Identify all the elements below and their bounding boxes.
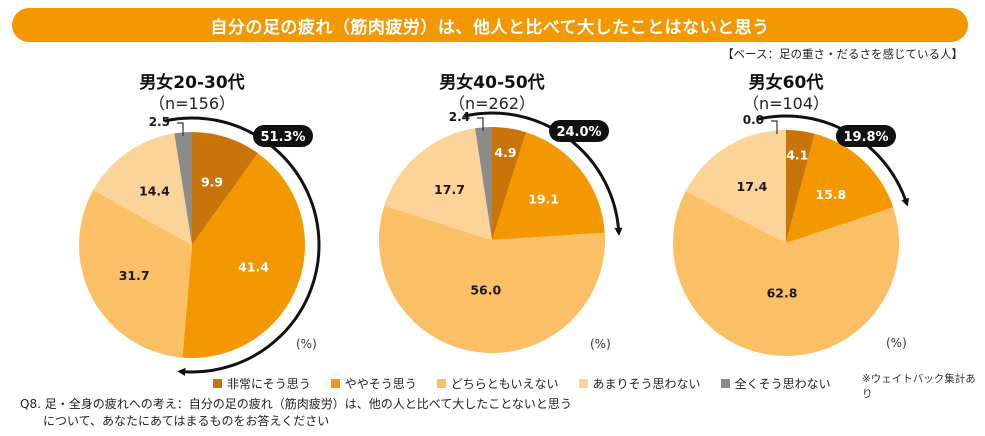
highlight-total: 19.8%: [843, 130, 888, 145]
pie-slice: [182, 153, 305, 359]
slice-label: 15.8: [815, 187, 846, 202]
pie-slice: [378, 205, 605, 354]
pie-title-2: 男女40-50代: [439, 73, 545, 93]
slice-label: 17.4: [737, 179, 768, 194]
legend: 非常にそう思う ややそう思う どちらともいえない あまりそう思わない 全くそう思…: [213, 375, 831, 392]
highlight-badge: [253, 125, 313, 147]
pie-title-1: 男女20-30代: [139, 73, 245, 93]
pie-slice: [192, 132, 258, 245]
legend-item: あまりそう思わない: [578, 375, 701, 392]
unit-label-2: (%): [590, 337, 611, 351]
legend-label: あまりそう思わない: [592, 377, 701, 391]
base-note: 【ベース：足の重さ・だるさを感じている人】: [722, 47, 963, 61]
pie-slice: [492, 127, 527, 240]
pie-slice: [786, 133, 894, 243]
pie-slice: [673, 190, 899, 357]
pie-3: 4.1 15.8 62.8 17.4 0.0 19.8%: [673, 113, 910, 357]
leader-line: [771, 120, 778, 134]
weight-note: ※ウェイトバック集計あり: [862, 373, 976, 400]
slice-label: 0.0: [743, 113, 764, 127]
highlight-arrow: [163, 116, 321, 376]
slice-label: 19.1: [528, 192, 559, 207]
question-line-2: について、あなたにあてはまるものをお答えください: [43, 414, 330, 428]
chart-title-banner: 自分の足の疲れ（筋肉疲労）は、他人と比べて大したことはないと思う: [12, 8, 968, 42]
legend-swatch: [720, 379, 730, 388]
pie-slice: [786, 130, 815, 243]
highlight-badge: [549, 120, 609, 142]
slice-label: 4.1: [786, 148, 808, 163]
legend-label: 非常にそう思う: [227, 377, 311, 391]
legend-swatch: [330, 379, 340, 388]
pie-n-2: （n=262）: [448, 94, 536, 113]
slice-label: 2.5: [149, 115, 170, 129]
pie-title-3: 男女60代: [748, 73, 824, 93]
pie-slice: [475, 127, 492, 240]
pie-slice: [492, 132, 605, 240]
unit-label-3: (%): [886, 336, 907, 350]
legend-label: 全くそう思わない: [734, 377, 831, 391]
question-line-1: Q8. 足・全身の疲れへの考え：自分の足の疲れ（筋肉疲労）は、他の人と比べて大し…: [20, 397, 572, 411]
unit-label-1: (%): [296, 337, 317, 351]
pie-n-1: （n=156）: [148, 94, 236, 113]
pie-n-3: （n=104）: [742, 94, 830, 113]
slice-label: 2.4: [449, 110, 470, 124]
slice-label: 9.9: [201, 175, 223, 190]
legend-label: ややそう思う: [344, 377, 417, 391]
pie-slice: [78, 190, 192, 358]
question-text: Q8. 足・全身の疲れへの考え：自分の足の疲れ（筋肉疲労）は、他の人と比べて大し…: [20, 396, 572, 430]
highlight-total: 24.0%: [556, 125, 601, 140]
slice-label: 56.0: [470, 282, 501, 297]
legend-item: ややそう思う: [330, 375, 417, 392]
chart-title: 自分の足の疲れ（筋肉疲労）は、他人と比べて大したことはないと思う: [210, 17, 770, 38]
pie-slice: [174, 132, 192, 245]
pie-1: 9.9 41.4 31.7 14.4 2.5 51.3%: [78, 115, 321, 376]
highlight-badge: [836, 125, 896, 147]
legend-swatch: [436, 379, 446, 388]
legend-swatch: [213, 379, 222, 388]
legend-item: 非常にそう思う: [213, 375, 311, 392]
slice-label: 14.4: [139, 183, 170, 198]
pie-2: 4.9 19.1 56.0 17.7 2.4 24.0%: [378, 110, 623, 354]
slice-label: 4.9: [494, 145, 516, 160]
leader-line: [177, 122, 184, 136]
slice-label: 41.4: [238, 260, 269, 275]
legend-item: 全くそう思わない: [720, 375, 831, 392]
legend-item: どちらともいえない: [436, 375, 559, 392]
pie-slice: [384, 128, 492, 240]
pie-slice: [93, 133, 192, 245]
leader-line: [477, 117, 484, 131]
legend-swatch: [578, 379, 588, 388]
pie-slice: [685, 130, 786, 243]
slice-label: 17.7: [434, 182, 465, 197]
highlight-total: 51.3%: [260, 130, 305, 145]
slice-label: 62.8: [767, 286, 798, 301]
slice-label: 31.7: [119, 268, 150, 283]
legend-label: どちらともいえない: [450, 377, 559, 391]
